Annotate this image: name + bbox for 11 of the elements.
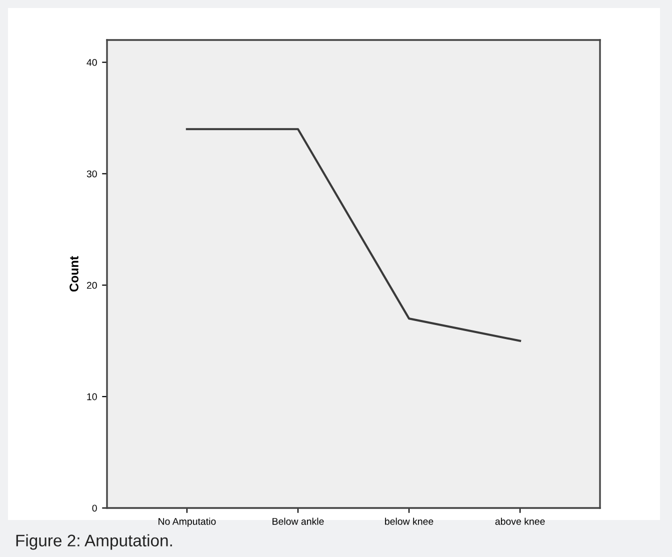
y-tick-label: 0	[92, 504, 97, 512]
x-tick-label: above knee	[495, 518, 545, 525]
y-tick-label: 20	[86, 282, 97, 289]
x-tick-label: Below ankle	[272, 518, 324, 525]
x-tick-label: below knee	[385, 518, 434, 525]
y-axis-title: Count	[70, 256, 78, 292]
y-tick-label: 30	[86, 170, 97, 178]
caption: Figure 2: Amputation.	[16, 534, 172, 550]
x-tick-label: No Amputatio	[158, 518, 216, 527]
y-tick-label: 40	[86, 59, 97, 66]
y-tick-label: 10	[87, 393, 97, 400]
